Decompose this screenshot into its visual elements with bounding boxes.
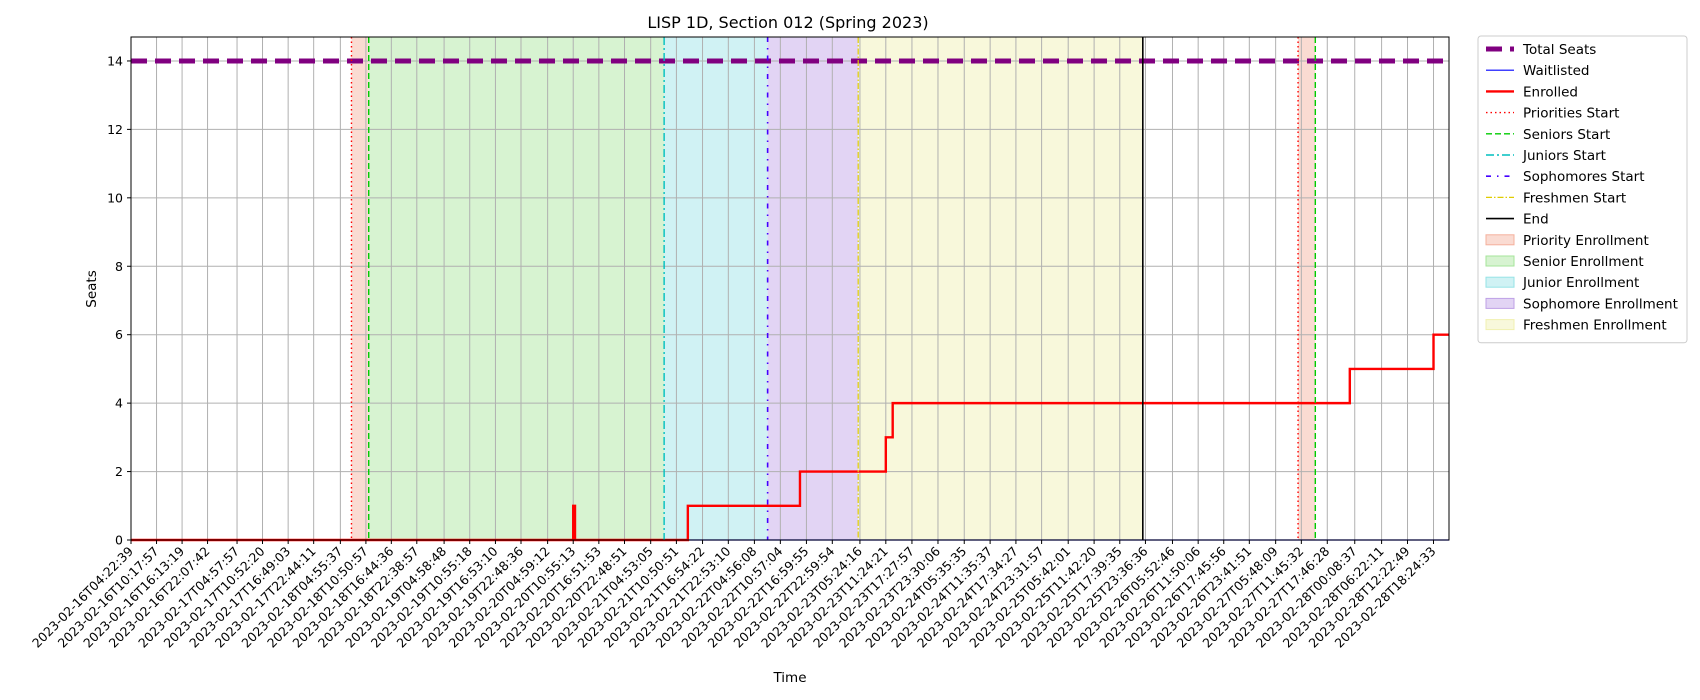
y-tick-label: 14 [107, 53, 123, 68]
legend-label: Sophomores Start [1523, 169, 1645, 185]
legend-label: Juniors Start [1522, 148, 1606, 164]
grid-lines [130, 37, 1449, 541]
x-axis-ticks: 2023-02-16T04:22:392023-02-16T10:17:5720… [29, 540, 1439, 651]
legend-swatch [1485, 255, 1515, 267]
y-tick-label: 4 [115, 396, 123, 411]
legend-label: Priority Enrollment [1523, 233, 1649, 249]
senior-enrollment-span [368, 37, 665, 540]
legend-label: Senior Enrollment [1523, 254, 1644, 270]
legend: Total Seats Waitlisted Enrolled Priorities … [1477, 35, 1688, 344]
y-tick-label: 2 [115, 464, 123, 479]
legend-item-end: End [1486, 212, 1549, 228]
legend-item-senior-enrollment: Senior Enrollment [1485, 254, 1644, 270]
legend-label: Waitlisted [1523, 63, 1590, 79]
legend-swatch [1485, 319, 1515, 331]
legend-label: Total Seats [1522, 42, 1596, 58]
legend-label: Freshmen Enrollment [1523, 318, 1667, 334]
legend-item-junior-enrollment: Junior Enrollment [1485, 275, 1639, 291]
legend-box [1477, 35, 1688, 344]
y-tick-label: 10 [107, 190, 123, 205]
legend-item-sophomores-start: Sophomores Start [1486, 169, 1645, 185]
legend-item-freshmen-enrollment: Freshmen Enrollment [1485, 318, 1667, 334]
phase-start-lines [350, 37, 1317, 540]
legend-label: Sophomore Enrollment [1523, 296, 1678, 312]
y-axis-ticks: 0 2 4 6 8 10 12 14 [107, 53, 131, 548]
y-tick-label: 6 [115, 327, 123, 342]
legend-item-total-seats: Total Seats [1486, 42, 1596, 58]
legend-item-priority-enrollment: Priority Enrollment [1485, 233, 1649, 249]
enrollment-period-spans [351, 37, 1316, 540]
legend-swatch [1485, 234, 1515, 246]
legend-label: End [1523, 212, 1549, 228]
plot-frame [130, 36, 1450, 541]
y-tick-label: 12 [107, 122, 123, 137]
legend-item-enrolled: Enrolled [1486, 84, 1578, 100]
junior-enrollment-span [664, 37, 768, 540]
legend-label: Freshmen Start [1523, 190, 1626, 206]
legend-label: Enrolled [1523, 84, 1578, 100]
legend-item-juniors-start: Juniors Start [1486, 148, 1606, 164]
priority-enrollment-span [1298, 37, 1316, 540]
chart-title: LISP 1D, Section 012 (Spring 2023) [647, 13, 928, 32]
freshmen-enrollment-span [858, 37, 1143, 540]
priority-enrollment-span [351, 37, 369, 540]
legend-label: Priorities Start [1523, 106, 1619, 122]
legend-label: Seniors Start [1523, 127, 1610, 143]
legend-swatch [1485, 276, 1515, 288]
legend-item-sophomore-enrollment: Sophomore Enrollment [1485, 296, 1678, 312]
legend-label: Junior Enrollment [1522, 275, 1639, 291]
legend-item-freshmen-start: Freshmen Start [1486, 190, 1626, 206]
y-axis-title: Seats [84, 270, 100, 307]
legend-swatch [1485, 297, 1515, 309]
x-axis-title: Time [772, 670, 806, 686]
series-enrolled-line [131, 333, 1449, 542]
sophomore-enrollment-span [767, 37, 859, 540]
legend-item-waitlisted: Waitlisted [1486, 63, 1590, 79]
y-tick-label: 8 [115, 259, 123, 274]
y-tick-label: 0 [115, 533, 123, 548]
legend-item-seniors-start: Seniors Start [1486, 127, 1610, 143]
legend-item-priorities-start: Priorities Start [1486, 106, 1619, 122]
